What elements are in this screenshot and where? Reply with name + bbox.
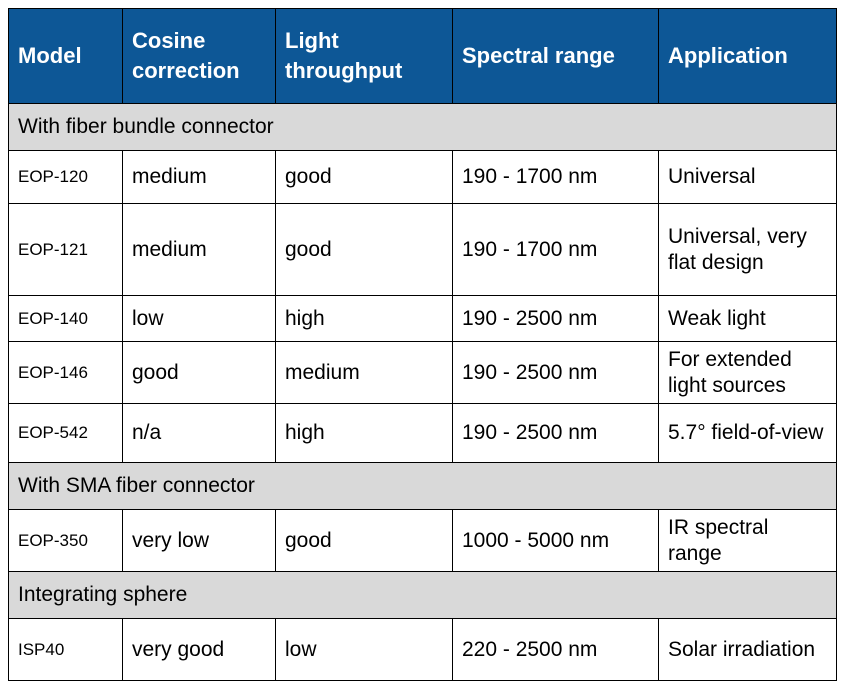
section-row: With SMA fiber connector xyxy=(8,462,837,510)
table-row: EOP-140 low high 190 - 2500 nm Weak ligh… xyxy=(8,295,837,342)
cell-spectral: 190 - 2500 nm xyxy=(452,341,659,404)
cell-cosine: very low xyxy=(122,509,276,572)
table-row: EOP-120 medium good 190 - 1700 nm Univer… xyxy=(8,150,837,204)
cell-spectral: 190 - 1700 nm xyxy=(452,203,659,296)
cell-application: For extended light sources xyxy=(658,341,837,404)
cell-cosine: n/a xyxy=(122,403,276,463)
header-model: Model xyxy=(8,8,123,104)
cell-model: EOP-140 xyxy=(8,295,123,342)
table-row: EOP-121 medium good 190 - 1700 nm Univer… xyxy=(8,203,837,296)
table-row: ISP40 very good low 220 - 2500 nm Solar … xyxy=(8,618,837,681)
cell-throughput: medium xyxy=(275,341,453,404)
section-title: Integrating sphere xyxy=(8,571,837,619)
cell-throughput: good xyxy=(275,150,453,204)
cell-application: Weak light xyxy=(658,295,837,342)
header-application: Application xyxy=(658,8,837,104)
cell-model: EOP-350 xyxy=(8,509,123,572)
cell-cosine: very good xyxy=(122,618,276,681)
cell-cosine: medium xyxy=(122,150,276,204)
cell-spectral: 190 - 2500 nm xyxy=(452,403,659,463)
section-row: Integrating sphere xyxy=(8,571,837,619)
table-row: EOP-542 n/a high 190 - 2500 nm 5.7° fiel… xyxy=(8,403,837,463)
cell-application: 5.7° field-of-view xyxy=(658,403,837,463)
cell-throughput: low xyxy=(275,618,453,681)
cell-model: ISP40 xyxy=(8,618,123,681)
cell-model: EOP-146 xyxy=(8,341,123,404)
cell-application: Universal, very flat design xyxy=(658,203,837,296)
section-title: With SMA fiber connector xyxy=(8,462,837,510)
cell-model: EOP-121 xyxy=(8,203,123,296)
cell-throughput: good xyxy=(275,203,453,296)
cell-spectral: 190 - 2500 nm xyxy=(452,295,659,342)
cell-model: EOP-120 xyxy=(8,150,123,204)
product-table: Model Cosine correction Light throughput… xyxy=(8,8,837,681)
section-row: With fiber bundle connector xyxy=(8,103,837,151)
cell-spectral: 220 - 2500 nm xyxy=(452,618,659,681)
cell-spectral: 190 - 1700 nm xyxy=(452,150,659,204)
cell-model: EOP-542 xyxy=(8,403,123,463)
header-row: Model Cosine correction Light throughput… xyxy=(8,8,837,104)
cell-application: Solar irradiation xyxy=(658,618,837,681)
header-light-throughput: Light throughput xyxy=(275,8,453,104)
cell-cosine: medium xyxy=(122,203,276,296)
cell-throughput: high xyxy=(275,403,453,463)
table-row: EOP-146 good medium 190 - 2500 nm For ex… xyxy=(8,341,837,404)
section-title: With fiber bundle connector xyxy=(8,103,837,151)
cell-cosine: good xyxy=(122,341,276,404)
cell-spectral: 1000 - 5000 nm xyxy=(452,509,659,572)
header-cosine-correction: Cosine correction xyxy=(122,8,276,104)
cell-cosine: low xyxy=(122,295,276,342)
cell-application: Universal xyxy=(658,150,837,204)
cell-application: IR spectral range xyxy=(658,509,837,572)
cell-throughput: good xyxy=(275,509,453,572)
cell-throughput: high xyxy=(275,295,453,342)
header-spectral-range: Spectral range xyxy=(452,8,659,104)
table-row: EOP-350 very low good 1000 - 5000 nm IR … xyxy=(8,509,837,572)
